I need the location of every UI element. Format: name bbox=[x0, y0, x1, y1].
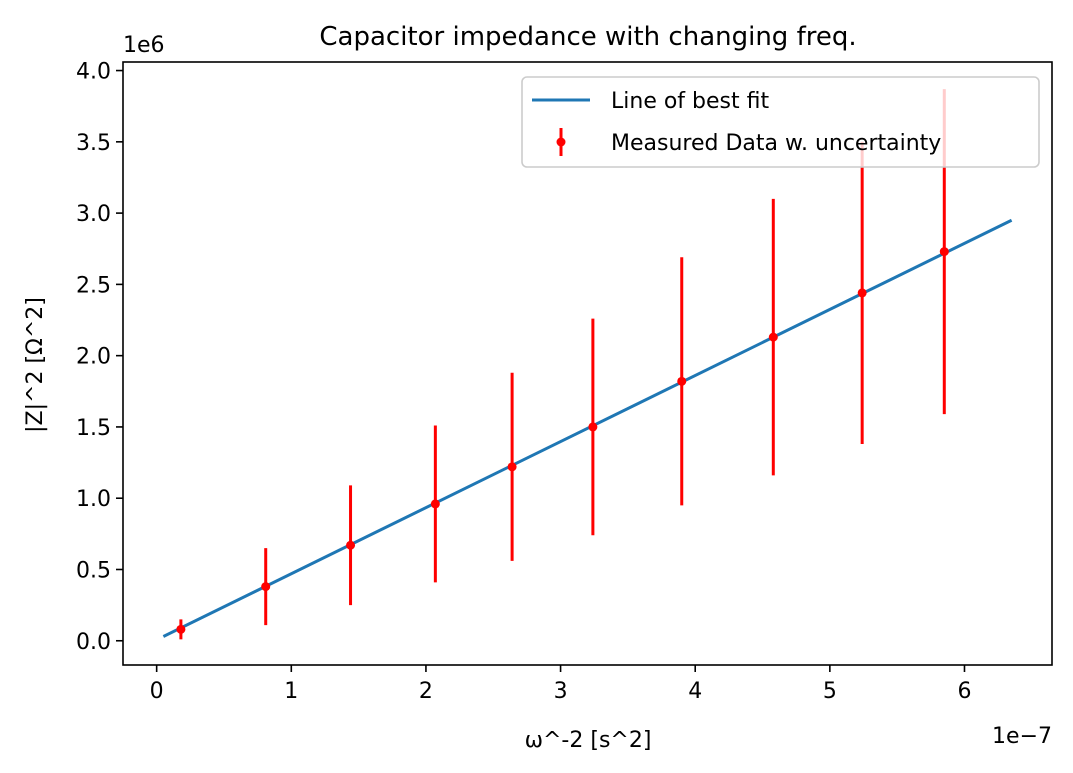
data-point bbox=[430, 499, 440, 509]
plot-frame bbox=[122, 61, 1053, 666]
y-axis-label: |Z|^2 [Ω^2] bbox=[23, 297, 48, 433]
y-tick-label: 0.5 bbox=[76, 558, 111, 583]
x-tick-label: 3 bbox=[554, 679, 568, 704]
legend-label-best-fit: Line of best fit bbox=[611, 89, 769, 114]
data-point bbox=[346, 540, 356, 550]
data-point bbox=[176, 624, 186, 634]
best-fit-line bbox=[162, 218, 1013, 638]
data-point bbox=[857, 288, 867, 298]
x-tick-label: 0 bbox=[150, 679, 164, 704]
x-axis-label: ω^-2 [s^2] bbox=[525, 728, 652, 753]
y-tick-label: 3.0 bbox=[76, 202, 111, 227]
best-fit-series bbox=[162, 218, 1013, 638]
x-tick-label: 6 bbox=[957, 679, 971, 704]
data-point bbox=[768, 332, 778, 342]
x-tick-label: 1 bbox=[284, 679, 298, 704]
data-point bbox=[261, 582, 271, 592]
data-point bbox=[507, 462, 517, 472]
data-point bbox=[588, 422, 598, 432]
y-tick-label: 1.5 bbox=[76, 416, 111, 441]
y-tick-label: 4.0 bbox=[76, 60, 111, 85]
y-tick-label: 2.5 bbox=[76, 273, 111, 298]
data-point bbox=[939, 247, 949, 257]
y-axis-ticks: 0.0 0.5 1.0 1.5 2.0 2.5 3.0 3.5 4.0 bbox=[76, 60, 123, 655]
x-tick-label: 5 bbox=[823, 679, 837, 704]
legend-box bbox=[521, 76, 1040, 168]
legend: Line of best fit Measured Data w. uncert… bbox=[521, 76, 1040, 168]
x-tick-label: 2 bbox=[419, 679, 433, 704]
x-axis-ticks: 0 1 2 3 4 5 6 bbox=[150, 665, 971, 704]
y-tick-label: 3.5 bbox=[76, 131, 111, 156]
y-tick-label: 1.0 bbox=[76, 487, 111, 512]
chart-title: Capacitor impedance with changing freq. bbox=[319, 22, 856, 52]
y-tick-label: 0.0 bbox=[76, 630, 111, 655]
legend-label-measured: Measured Data w. uncertainty bbox=[611, 131, 941, 156]
data-point bbox=[677, 376, 687, 386]
y-tick-label: 2.0 bbox=[76, 345, 111, 370]
y-offset-text: 1e6 bbox=[123, 33, 165, 58]
legend-marker-swatch bbox=[556, 137, 566, 147]
x-offset-text: 1e−7 bbox=[992, 724, 1052, 749]
x-tick-label: 4 bbox=[688, 679, 702, 704]
